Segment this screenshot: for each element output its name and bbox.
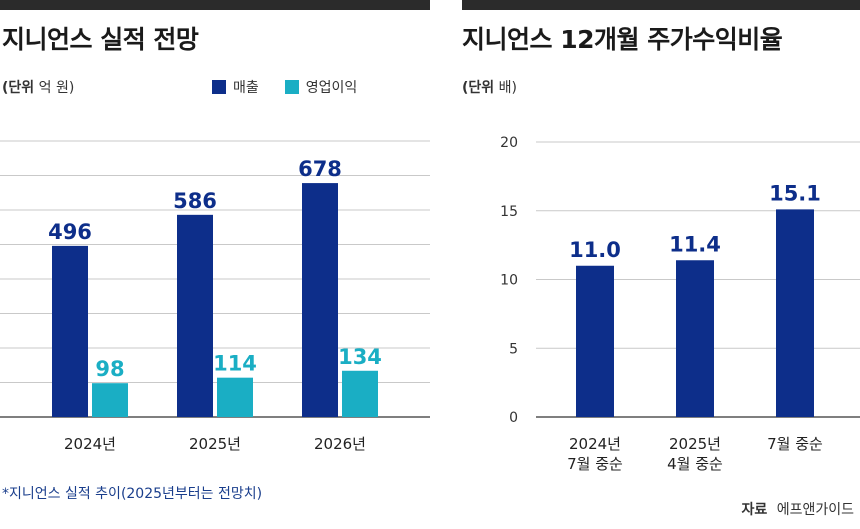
x-tick-label: 2025년 (669, 435, 721, 453)
legend-item-operating-profit: 영업이익 (284, 77, 358, 97)
y-tick-label: 10 (500, 273, 518, 289)
data-label-revenue: 678 (298, 157, 342, 181)
left-chart-legend: 매출 영업이익 (212, 77, 383, 97)
data-label-operating-profit: 114 (213, 352, 257, 376)
legend-swatch-revenue (212, 80, 226, 94)
left-chart-unit: (단위 억 원) (2, 77, 74, 97)
bar-per (576, 265, 614, 417)
x-tick-label: 7월 중순 (767, 435, 823, 453)
y-tick-label: 20 (500, 135, 518, 151)
left-chart-title: 지니언스 실적 전망 (2, 25, 199, 54)
right-chart-title: 지니언스 12개월 주가수익비율 (462, 25, 783, 54)
footnote: *지니언스 실적 추이(2025년부터는 전망치) (2, 486, 263, 502)
data-label-revenue: 586 (173, 189, 217, 213)
x-tick-label: 4월 중순 (667, 455, 723, 473)
top-bar-right (462, 0, 860, 10)
data-label-per: 11.4 (669, 232, 721, 256)
bar-revenue (52, 245, 88, 417)
legend-item-revenue: 매출 (212, 77, 259, 97)
right-unit-value: 배) (498, 80, 517, 96)
bar-revenue (302, 183, 338, 417)
bar-per (676, 260, 714, 417)
data-label-per: 11.0 (569, 238, 621, 262)
left-bar-chart: 496 98 2024년 586 114 2025년 678 134 2026년 (0, 140, 430, 453)
left-unit-value: 억 원) (38, 80, 75, 96)
source-value: 에프앤가이드 (776, 502, 854, 518)
y-tick-label: 0 (509, 410, 518, 426)
legend-swatch-operating-profit (284, 80, 299, 94)
bar-operating-profit (342, 370, 378, 417)
bar-operating-profit (217, 377, 253, 417)
legend-label-operating-profit: 영업이익 (305, 80, 358, 96)
source-credit: 자료 에프앤가이드 (742, 499, 855, 519)
y-tick-label: 15 (500, 204, 518, 220)
bar-operating-profit (92, 383, 128, 417)
data-label-operating-profit: 134 (338, 345, 382, 369)
source-label: 자료 (741, 502, 768, 518)
x-tick-label: 7월 중순 (567, 455, 623, 473)
right-unit-label: (단위 (462, 80, 495, 96)
right-chart-unit: (단위 배) (462, 77, 517, 97)
x-tick-label: 2025년 (189, 435, 241, 453)
data-label-revenue: 496 (48, 220, 92, 244)
x-tick-label: 2024년 (64, 435, 116, 453)
data-label-per: 15.1 (769, 181, 821, 205)
y-tick-label: 5 (509, 341, 518, 357)
x-tick-label: 2026년 (314, 435, 366, 453)
legend-label-revenue: 매출 (233, 80, 259, 96)
x-tick-label: 2024년 (569, 435, 621, 453)
top-bar-left (0, 0, 430, 10)
left-unit-label: (단위 (2, 80, 35, 96)
data-label-operating-profit: 98 (95, 357, 124, 381)
bar-per (776, 209, 814, 417)
bar-revenue (177, 214, 213, 417)
